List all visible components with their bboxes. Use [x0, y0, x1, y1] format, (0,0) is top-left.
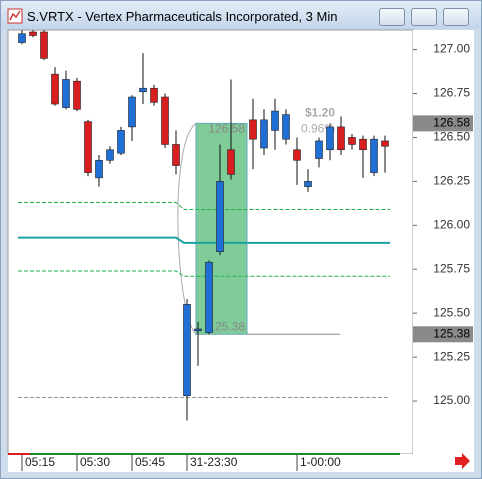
candle-body	[161, 96, 169, 145]
candle-body	[249, 119, 257, 140]
y-tick-label: 126.50	[433, 130, 470, 144]
candle-body	[194, 328, 202, 332]
measure-high: 126.58	[208, 122, 245, 136]
price-tag	[413, 326, 473, 343]
candle-body	[216, 181, 224, 252]
measure-low: 125.38	[208, 319, 245, 333]
y-tick-label: 125.75	[433, 261, 470, 275]
candle-body	[227, 149, 235, 175]
candle-body	[29, 31, 37, 36]
candle-body	[381, 140, 389, 147]
app-icon	[7, 8, 23, 24]
candle-body	[84, 121, 92, 173]
candle-body	[337, 126, 345, 151]
window-title: S.VRTX - Vertex Pharmaceuticals Incorpor…	[27, 9, 338, 24]
level-line	[18, 270, 390, 277]
x-tick-label: 31-23:30	[190, 455, 238, 469]
y-tick-label: 127.00	[433, 42, 470, 56]
candle-body	[106, 149, 114, 161]
y-tick-label: 126.75	[433, 86, 470, 100]
price-tag-label: 125.38	[433, 326, 470, 340]
minimize-button[interactable]	[379, 8, 405, 26]
title-bar: S.VRTX - Vertex Pharmaceuticals Incorpor…	[1, 1, 481, 29]
candle-body	[282, 114, 290, 140]
candle-body	[260, 119, 268, 149]
level-line	[18, 201, 390, 210]
x-tick-label: 05:30	[80, 455, 110, 469]
price-axis	[413, 30, 474, 454]
y-tick-label: 126.00	[433, 217, 470, 231]
candle-body	[73, 80, 81, 110]
candle-body	[150, 87, 158, 103]
measure-change: $1.20	[305, 106, 335, 120]
measure-box	[195, 122, 248, 335]
candle-body	[326, 126, 334, 151]
scroll-arrow[interactable]	[455, 453, 470, 469]
price-tag-label: 126.58	[433, 116, 470, 130]
y-tick-label: 126.25	[433, 174, 470, 188]
candle-body	[304, 181, 312, 187]
time-axis	[8, 454, 474, 472]
y-tick-label: 125.00	[433, 393, 470, 407]
candle-body	[40, 31, 48, 59]
candle-body	[117, 130, 125, 154]
level-line	[18, 236, 390, 244]
candle-body	[293, 149, 301, 161]
candle-body	[271, 110, 279, 131]
candle-body	[95, 159, 103, 179]
candle-body	[172, 144, 180, 166]
candle-body	[315, 140, 323, 159]
candle-body	[205, 261, 213, 333]
candle-body	[370, 138, 378, 173]
x-tick-label: 05:45	[135, 455, 165, 469]
x-tick-label: 1-00:00	[300, 455, 341, 469]
candle-body	[51, 73, 59, 105]
y-tick-label: 125.25	[433, 349, 470, 363]
maximize-button[interactable]	[411, 8, 437, 26]
close-button[interactable]	[443, 8, 469, 26]
candle-body	[18, 33, 26, 43]
price-tag	[413, 115, 473, 132]
candle-body	[139, 87, 147, 93]
candle-body	[359, 138, 367, 151]
candle-body	[183, 304, 191, 397]
candle-body	[62, 79, 70, 108]
y-tick-label: 125.50	[433, 305, 470, 319]
x-tick-label: 05:15	[25, 455, 55, 469]
candle-body	[348, 137, 356, 145]
candle-body	[128, 96, 136, 128]
